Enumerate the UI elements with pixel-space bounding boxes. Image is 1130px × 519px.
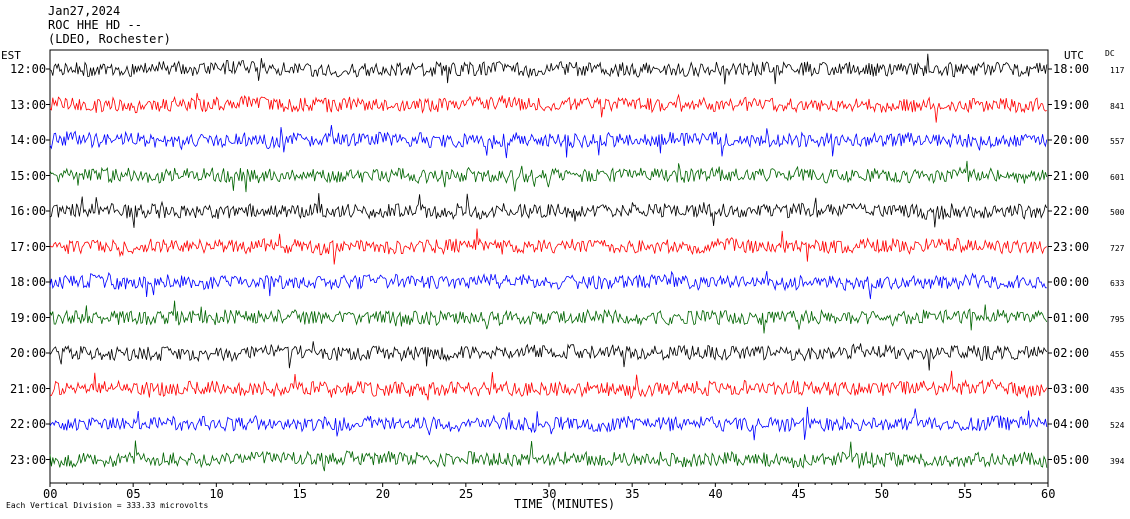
trace-2100 <box>49 370 1048 401</box>
trace-1400 <box>49 124 1048 159</box>
est-axis-label: EST <box>1 49 21 62</box>
utc-tick-label: 19:00 <box>1053 97 1090 112</box>
utc-tick-label: 18:00 <box>1053 62 1090 76</box>
trace-2300 <box>49 440 1048 472</box>
trace-group <box>49 53 1048 472</box>
x-tick-label: 20 <box>375 487 391 501</box>
dc-value-label: 394 <box>1110 456 1125 466</box>
x-tick-label: 55 <box>957 487 973 501</box>
dc-value-label: 557 <box>1110 137 1125 146</box>
dc-value-label: 727 <box>1110 243 1125 253</box>
est-tick-label: 19:00 <box>10 310 47 325</box>
dc-value-label: 841 <box>1110 101 1125 111</box>
utc-tick-label: 01:00 <box>1053 310 1090 325</box>
dc-value-label: 117 <box>1110 66 1125 75</box>
network-name: (LDEO, Rochester) <box>48 32 171 46</box>
x-axis-label: TIME (MINUTES) <box>514 497 616 511</box>
est-tick-label: 12:00 <box>10 62 47 76</box>
utc-tick-label: 22:00 <box>1053 204 1090 218</box>
est-tick-label: 16:00 <box>10 204 47 218</box>
x-tick-label: 00 <box>43 487 58 501</box>
trace-1600 <box>49 193 1048 228</box>
dc-value-label: 435 <box>1110 385 1125 395</box>
est-tick-label: 14:00 <box>10 133 47 147</box>
x-tick-label: 40 <box>708 487 723 501</box>
x-tick-label: 10 <box>209 487 224 501</box>
dc-value-label: 633 <box>1110 279 1125 288</box>
dc-value-label: 795 <box>1110 314 1125 324</box>
est-tick-label: 21:00 <box>10 381 47 396</box>
trace-1200 <box>49 53 1048 85</box>
x-tick-label: 45 <box>791 487 806 501</box>
dc-value-label: 524 <box>1110 421 1125 430</box>
est-tick-label: 23:00 <box>10 452 47 467</box>
x-tick-label: 60 <box>1041 487 1056 501</box>
x-tick-label: 15 <box>292 487 307 501</box>
station-id: ROC HHE HD -- <box>48 18 142 32</box>
x-tick-label: 35 <box>625 487 640 501</box>
trace-1900 <box>49 300 1048 334</box>
est-tick-label: 20:00 <box>10 346 47 360</box>
chart-date: Jan27,2024 <box>48 4 121 18</box>
tick-group <box>46 68 1052 487</box>
x-tick-label: 30 <box>542 487 557 501</box>
utc-tick-label: 23:00 <box>1053 239 1090 254</box>
utc-tick-label: 21:00 <box>1053 168 1090 183</box>
utc-tick-label: 20:00 <box>1053 133 1090 147</box>
trace-1500 <box>49 160 1048 193</box>
utc-tick-label: 00:00 <box>1053 275 1090 289</box>
plot-frame <box>49 49 1049 484</box>
utc-tick-label: 04:00 <box>1053 417 1090 431</box>
trace-1300 <box>49 92 1047 123</box>
dc-value-label: 455 <box>1110 350 1125 359</box>
dc-axis-label: DC <box>1105 49 1115 58</box>
trace-2200 <box>49 406 1048 441</box>
dc-value-label: 500 <box>1110 208 1125 217</box>
trace-1700 <box>49 228 1047 265</box>
scale-note: Each Vertical Division = 333.33 microvol… <box>6 501 209 510</box>
dc-value-label: 601 <box>1110 172 1125 182</box>
x-tick-label: 05 <box>126 487 141 501</box>
est-tick-label: 15:00 <box>10 168 47 183</box>
utc-tick-label: 03:00 <box>1053 381 1090 396</box>
utc-tick-label: 05:00 <box>1053 452 1090 467</box>
trace-2000 <box>49 341 1048 371</box>
utc-tick-label: 02:00 <box>1053 346 1090 360</box>
trace-1800 <box>49 270 1047 300</box>
est-tick-label: 13:00 <box>10 97 47 112</box>
utc-axis-label: UTC <box>1064 49 1084 62</box>
est-tick-label: 18:00 <box>10 275 47 289</box>
est-tick-label: 17:00 <box>10 239 47 254</box>
est-tick-label: 22:00 <box>10 417 47 431</box>
x-tick-label: 50 <box>874 487 890 501</box>
x-tick-label: 25 <box>458 487 474 501</box>
